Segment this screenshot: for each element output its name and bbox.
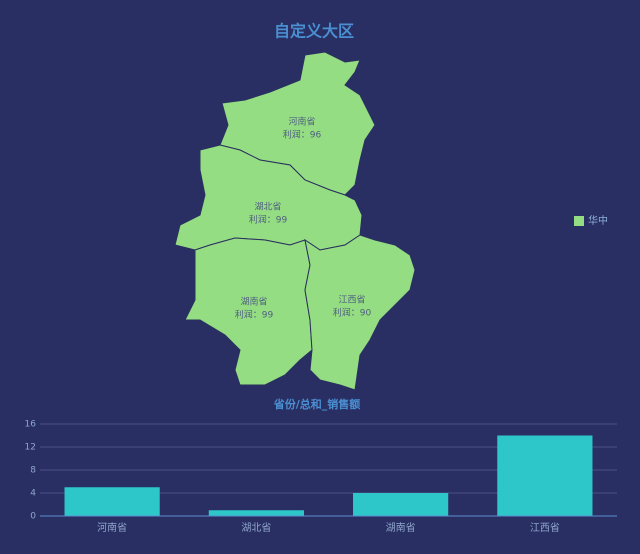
map-title: 自定义大区 (274, 22, 354, 41)
x-tick-label: 河南省 (97, 521, 127, 534)
bar-title: 省份/总和_销售额 (273, 397, 361, 411)
bar (64, 487, 160, 516)
region-value: 利润：96 (283, 129, 322, 141)
y-tick-label: 16 (25, 420, 37, 430)
x-tick-label: 湖南省 (386, 521, 416, 534)
x-tick-label: 江西省 (530, 521, 560, 534)
region-name: 湖南省 (240, 296, 267, 308)
legend-label: 华中 (588, 214, 608, 227)
y-tick-label: 8 (30, 466, 36, 476)
region (184, 237, 313, 386)
y-tick-label: 0 (30, 512, 36, 522)
bar (497, 435, 593, 516)
region (304, 234, 416, 391)
region-name: 江西省 (338, 294, 365, 306)
y-tick-label: 12 (25, 443, 36, 453)
region-value: 利润：99 (249, 214, 288, 226)
x-tick-label: 湖北省 (241, 521, 271, 534)
region-value: 利润：99 (235, 309, 274, 321)
bar (208, 510, 304, 516)
region-name: 河南省 (288, 116, 315, 128)
region-value: 利润：90 (333, 307, 372, 319)
region-name: 湖北省 (254, 201, 281, 213)
legend-swatch (574, 216, 584, 226)
y-tick-label: 4 (30, 489, 36, 499)
bar (353, 493, 449, 516)
